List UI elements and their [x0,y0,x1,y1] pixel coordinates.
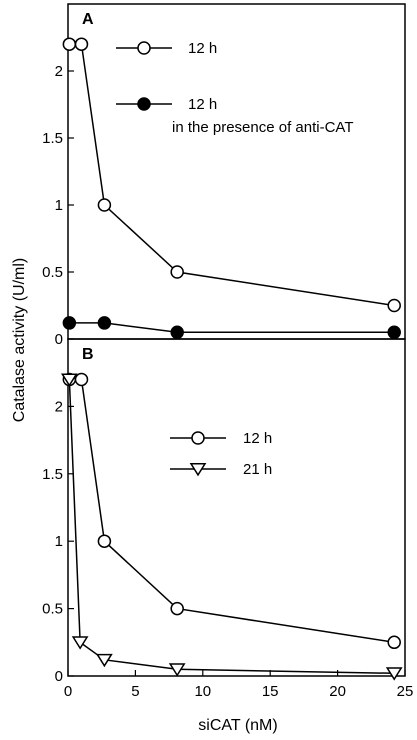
legend-marker [137,97,151,111]
y-tick-label: 2 [55,63,63,80]
y-tick-label: 1 [55,197,63,214]
y-tick-label: 1.5 [42,466,63,483]
y-tick-label: 1.5 [42,130,63,147]
legend-label: 12 h [188,96,217,113]
data-point [170,265,184,279]
y-tick-label: 0.5 [42,601,63,618]
legend-marker [189,463,207,477]
data-point [60,373,78,387]
data-point [168,663,186,677]
y-tick-label: 2 [55,398,63,415]
x-tick-label: 10 [194,683,211,700]
legend-marker [191,431,205,445]
data-point [385,667,403,681]
x-tick-label: 0 [64,683,72,700]
data-point [62,316,77,330]
data-point [71,636,89,650]
y-tick-label: 0.5 [42,264,63,281]
x-tick-label: 15 [262,683,279,700]
data-point [387,325,401,340]
legend-marker [137,41,151,55]
panel-label: A [82,11,94,28]
legend-label: 12 h [243,430,272,447]
data-point [74,372,89,387]
data-point [62,37,77,51]
series-line [69,322,395,334]
panel-a: A 0 0.5 1 1.5 2 12 h 12 h in the presence of ant… [42,3,406,348]
legend-label: in the presence of anti-CAT [172,119,353,136]
data-point [387,635,401,650]
series-line [69,43,395,307]
data-point [97,198,112,212]
data-point [387,298,401,313]
data-point [97,534,112,548]
y-tick-label: 0 [55,331,63,348]
legend-label: 21 h [243,461,272,478]
y-axis-title: Catalase activity (U/ml) [11,258,28,422]
data-point [97,316,112,330]
panel-label: B [82,346,94,363]
x-tick-label: 25 [397,683,414,700]
series-line [68,379,395,675]
data-point [170,325,184,340]
data-point [170,601,184,616]
legend-label: 12 h [188,40,217,57]
x-tick-label: 5 [131,683,139,700]
x-tick-label: 20 [329,683,346,700]
data-point [74,37,89,51]
data-point [96,653,113,668]
y-tick-label: 0 [55,668,63,685]
y-tick-label: 1 [55,533,63,550]
plot-frame [67,338,406,677]
plot-frame [67,3,406,340]
x-axis-title: siCAT (nM) [198,717,277,734]
series-line [69,378,395,644]
